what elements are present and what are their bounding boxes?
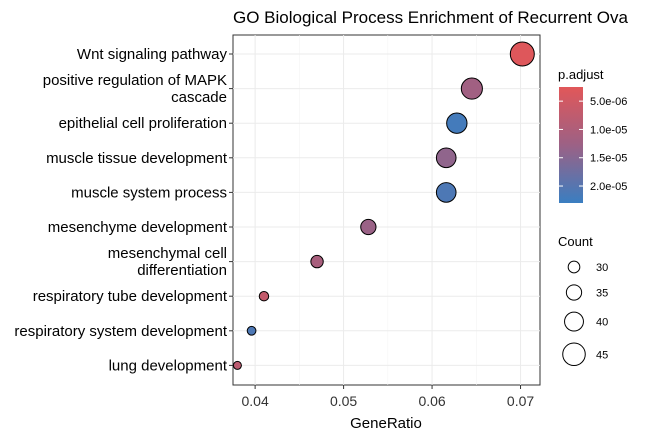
data-point xyxy=(246,325,257,336)
x-tick-label: 0.07 xyxy=(507,393,534,409)
color-legend-label: 2.0e-05 xyxy=(590,181,627,193)
y-tick-label: respiratory system development xyxy=(14,323,227,340)
size-legend-circle xyxy=(567,260,581,274)
y-tick-label: epithelial cell proliferation xyxy=(59,115,227,132)
y-tick-label: muscle tissue development xyxy=(46,150,228,167)
size-legend-title: Count xyxy=(558,234,593,249)
data-point xyxy=(258,290,270,302)
data-point xyxy=(310,254,324,269)
y-tick-label: mesenchymal cell differentiation xyxy=(108,245,227,279)
x-tick-label: 0.05 xyxy=(330,393,357,409)
y-tick-label: lung development xyxy=(109,357,228,374)
data-points xyxy=(232,41,535,370)
y-axis-labels: Wnt signaling pathway positive regulation… xyxy=(14,46,233,374)
size-legend-circle xyxy=(565,284,583,301)
size-legend-label: 40 xyxy=(596,317,608,329)
color-legend-label: 1.0e-05 xyxy=(590,124,627,136)
x-tick-label: 0.04 xyxy=(241,393,268,409)
data-point xyxy=(360,218,377,236)
size-legend-label: 30 xyxy=(596,262,608,274)
data-point xyxy=(435,182,457,203)
data-point xyxy=(509,41,535,67)
color-legend-bar xyxy=(559,87,583,203)
y-tick-label: muscle system process xyxy=(71,184,227,201)
y-tick-label: Wnt signaling pathway xyxy=(77,46,228,63)
y-tick-label: respiratory tube development xyxy=(33,288,228,305)
size-legend-label: 35 xyxy=(596,287,608,299)
x-tick-label: 0.06 xyxy=(418,393,445,409)
chart-title: GO Biological Process Enrichment of Recu… xyxy=(233,8,628,27)
color-legend: p.adjust 5.0e-06 1.0e-05 1.5e-05 2.0e-05 xyxy=(558,67,627,203)
x-axis-title: GeneRatio xyxy=(350,415,422,432)
y-tick-label: mesenchyme development xyxy=(48,219,228,236)
data-point xyxy=(435,147,457,169)
size-legend-circle xyxy=(564,311,584,332)
color-legend-label: 1.5e-05 xyxy=(590,153,627,165)
data-point xyxy=(232,360,242,370)
size-legend-circle xyxy=(562,342,586,367)
color-legend-label: 5.0e-06 xyxy=(590,96,627,108)
y-tick-label: positive regulation of MAPK cascade xyxy=(43,72,227,106)
x-axis-ticks: 0.04 0.05 0.06 0.07 xyxy=(241,385,534,409)
data-point xyxy=(446,112,468,134)
color-legend-title: p.adjust xyxy=(558,67,604,82)
size-legend-label: 45 xyxy=(596,349,608,361)
data-point xyxy=(460,77,483,100)
size-legend: Count 30 35 40 45 xyxy=(558,234,608,367)
plot-panel xyxy=(232,34,541,386)
